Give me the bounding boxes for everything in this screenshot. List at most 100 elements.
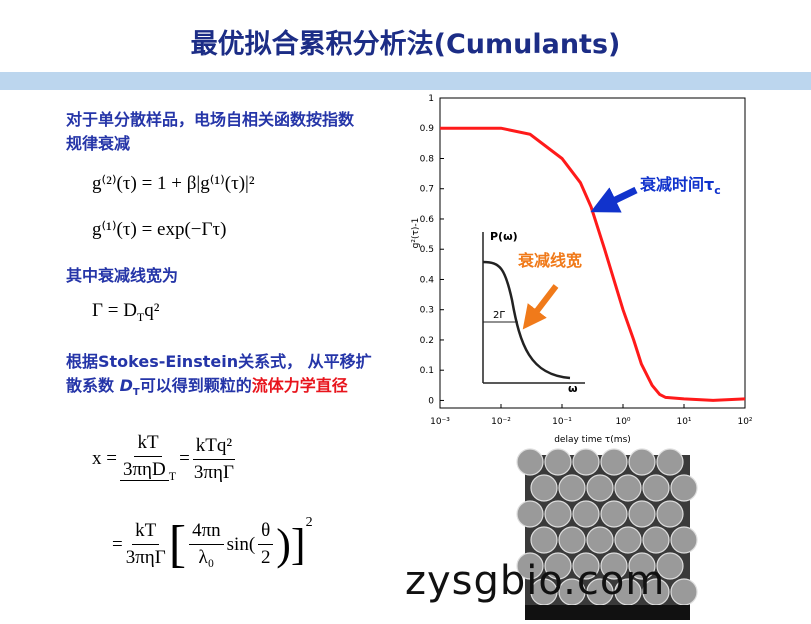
formula-part: 4πn bbox=[189, 518, 224, 545]
fraction: kT 3πηΓ bbox=[126, 518, 166, 571]
y-tick-label: 0 bbox=[428, 396, 434, 406]
sphere bbox=[600, 500, 628, 528]
y-axis-label: g²(τ)-1 bbox=[411, 218, 421, 249]
x-tick-label: 10¹ bbox=[676, 417, 691, 427]
y-tick-label: 0.7 bbox=[420, 185, 434, 195]
text: 根据Stokes-Einstein关系式， 从平移扩 bbox=[66, 352, 372, 371]
inset-bg bbox=[475, 225, 593, 390]
text: 规律衰减 bbox=[66, 134, 131, 153]
formula-part: [ bbox=[168, 516, 187, 573]
fraction: kTq² 3πηΓ bbox=[192, 433, 236, 486]
sphere bbox=[670, 526, 698, 554]
sphere bbox=[656, 448, 684, 476]
text: 散系数 bbox=[66, 376, 120, 395]
sem-image bbox=[516, 448, 698, 620]
title: 最优拟合累积分析法(Cumulants) bbox=[190, 29, 621, 60]
formula-part: sin( bbox=[226, 533, 256, 555]
formula-part: = bbox=[179, 448, 190, 470]
formula-part: λ₀ bbox=[198, 547, 215, 568]
text: T bbox=[132, 387, 140, 399]
formula-part: x = bbox=[92, 448, 117, 470]
text: 流体力学直径 bbox=[251, 376, 348, 395]
y-tick-label: 0.6 bbox=[420, 215, 435, 225]
sphere bbox=[516, 552, 544, 580]
band bbox=[0, 72, 811, 90]
y-tick-label: 0.9 bbox=[420, 124, 435, 134]
annotation-text: 衰减时间τ bbox=[639, 175, 714, 194]
inset-caption: 衰减线宽 bbox=[517, 251, 582, 270]
plot-frame bbox=[439, 97, 746, 409]
inset-label: P(ω) bbox=[490, 230, 518, 243]
sphere bbox=[642, 474, 670, 502]
arrow bbox=[590, 186, 638, 213]
watermark: zysgbio.com bbox=[405, 558, 666, 604]
formula-part: T bbox=[136, 309, 145, 324]
formula-part: kT bbox=[134, 430, 162, 457]
text: 可以得到颗粒的 bbox=[139, 376, 252, 395]
annotation-sub: c bbox=[714, 184, 721, 197]
sphere bbox=[614, 526, 642, 554]
y-tick-label: 0.5 bbox=[420, 245, 434, 255]
sphere bbox=[656, 552, 684, 580]
formula-part: Γ = D bbox=[92, 300, 137, 321]
y-tick-label: 0.2 bbox=[420, 336, 434, 346]
x-axis-label: delay time τ(ms) bbox=[554, 435, 631, 445]
sphere bbox=[628, 552, 656, 580]
fraction: 4πn λ₀ bbox=[189, 518, 224, 571]
y-tick-label: 0.3 bbox=[420, 306, 434, 316]
sphere bbox=[516, 500, 544, 528]
annotation: 衰减时间τc bbox=[639, 175, 721, 197]
formula-part: kTq² bbox=[192, 433, 236, 460]
x-tick-label: 10⁻² bbox=[491, 417, 511, 427]
sphere bbox=[600, 552, 628, 580]
formula-part: = bbox=[112, 533, 123, 555]
y-tick-label: 0.1 bbox=[420, 366, 434, 376]
sphere bbox=[670, 578, 698, 606]
sphere bbox=[572, 448, 600, 476]
formula-part: kT bbox=[132, 518, 160, 545]
formula-part: q² bbox=[144, 300, 160, 321]
sphere bbox=[614, 474, 642, 502]
sphere bbox=[530, 474, 558, 502]
text: 其中衰减线宽为 bbox=[66, 266, 179, 285]
sphere bbox=[628, 448, 656, 476]
sphere bbox=[600, 448, 628, 476]
formula-part: )] bbox=[276, 520, 306, 569]
y-tick-label: 0.4 bbox=[420, 275, 435, 285]
sphere bbox=[586, 474, 614, 502]
formula-part: 3πηΓ bbox=[193, 461, 234, 483]
y-tick-label: 1 bbox=[428, 94, 434, 104]
x-tick-label: 10² bbox=[737, 417, 752, 427]
arrow bbox=[522, 284, 559, 330]
text: 散系数 DT可以得到颗粒的流体力学直径 bbox=[66, 372, 348, 398]
sphere bbox=[586, 526, 614, 554]
fraction: kT 3πηD T bbox=[119, 430, 176, 489]
sphere bbox=[544, 552, 572, 580]
sphere bbox=[670, 474, 698, 502]
formula: g⁽²⁾(τ) = 1 + β|g⁽¹⁾(τ)|² bbox=[92, 173, 255, 194]
inset-curve bbox=[482, 260, 571, 380]
formula-part: 3πηD bbox=[119, 459, 169, 481]
inset-label: 2Γ bbox=[493, 310, 505, 321]
sphere bbox=[558, 474, 586, 502]
sphere bbox=[656, 500, 684, 528]
y-tick-label: 0.8 bbox=[420, 154, 435, 164]
sphere bbox=[544, 448, 572, 476]
sphere bbox=[642, 526, 670, 554]
formula-part: 2 bbox=[260, 547, 271, 568]
sphere bbox=[516, 448, 544, 476]
curve bbox=[440, 126, 746, 402]
formula: g⁽¹⁾(τ) = exp(−Γτ) bbox=[92, 219, 227, 240]
sphere bbox=[572, 552, 600, 580]
sphere bbox=[572, 500, 600, 528]
text: 对于单分散样品，电场自相关函数按指数 bbox=[66, 110, 355, 129]
sphere bbox=[530, 526, 558, 554]
formula-part: 3πηΓ bbox=[125, 547, 166, 568]
formula: Γ = DTq² bbox=[92, 300, 159, 325]
x-tick-label: 10⁻¹ bbox=[552, 417, 572, 427]
formula-part: θ bbox=[258, 518, 274, 545]
